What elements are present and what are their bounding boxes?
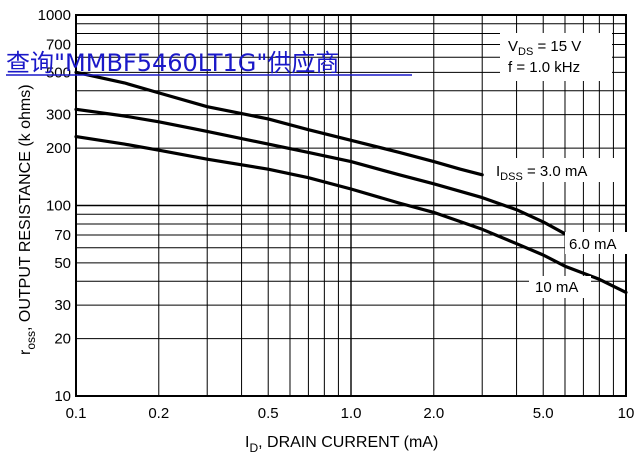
series-line-0: [74, 70, 484, 177]
supplier-query-link[interactable]: 查询"MMBF5460LT1G"供应商: [6, 49, 339, 77]
vds-condition: VDS = 15 V: [508, 38, 581, 58]
series-label-bg-10ma: [529, 276, 591, 298]
series-label-bg-3ma: [486, 158, 616, 182]
series-label-10ma: 10 mA: [535, 279, 578, 296]
x-tick-label: 2.0: [423, 405, 444, 422]
series-label-bg-6ma: [565, 232, 628, 254]
y-tick-label: 300: [46, 107, 71, 124]
y-tick-label: 50: [54, 255, 71, 272]
tick-labels: 0.1 0.2 0.5 1.0 2.0 5.0 10 10 20 30 50 70 100 200 300 5…: [38, 7, 635, 422]
y-axis-label: ross, OUTPUT RESISTANCE (k ohms): [17, 84, 38, 355]
y-tick-label: 70: [54, 227, 71, 244]
x-tick-label: 0.1: [66, 405, 87, 422]
y-tick-label: 700: [46, 37, 71, 54]
series-line-1: [74, 107, 567, 236]
plot-frame: [75, 14, 627, 397]
x-tick-label: 0.5: [258, 405, 279, 422]
x-tick-label: 5.0: [533, 405, 554, 422]
y-tick-label: 100: [46, 198, 71, 215]
x-tick-label: 1.0: [341, 405, 362, 422]
series-line-2: [74, 135, 628, 294]
y-tick-label: 30: [54, 297, 71, 314]
y-tick-label: 500: [46, 64, 71, 81]
y-tick-label: 1000: [38, 7, 71, 24]
y-tick-label: 10: [54, 388, 71, 405]
y-tick-label: 20: [54, 331, 71, 348]
series-label-3ma: IDSS = 3.0 mA: [496, 163, 587, 183]
x-tick-label: 0.2: [148, 405, 169, 422]
conditions-box: [500, 33, 612, 81]
frequency-condition: f = 1.0 kHz: [508, 59, 580, 76]
series: [74, 70, 628, 294]
y-tick-label: 200: [46, 140, 71, 157]
x-axis-label: ID, DRAIN CURRENT (mA): [245, 434, 438, 455]
x-tick-label: 10: [618, 405, 635, 422]
series-label-6ma: 6.0 mA: [569, 236, 617, 253]
